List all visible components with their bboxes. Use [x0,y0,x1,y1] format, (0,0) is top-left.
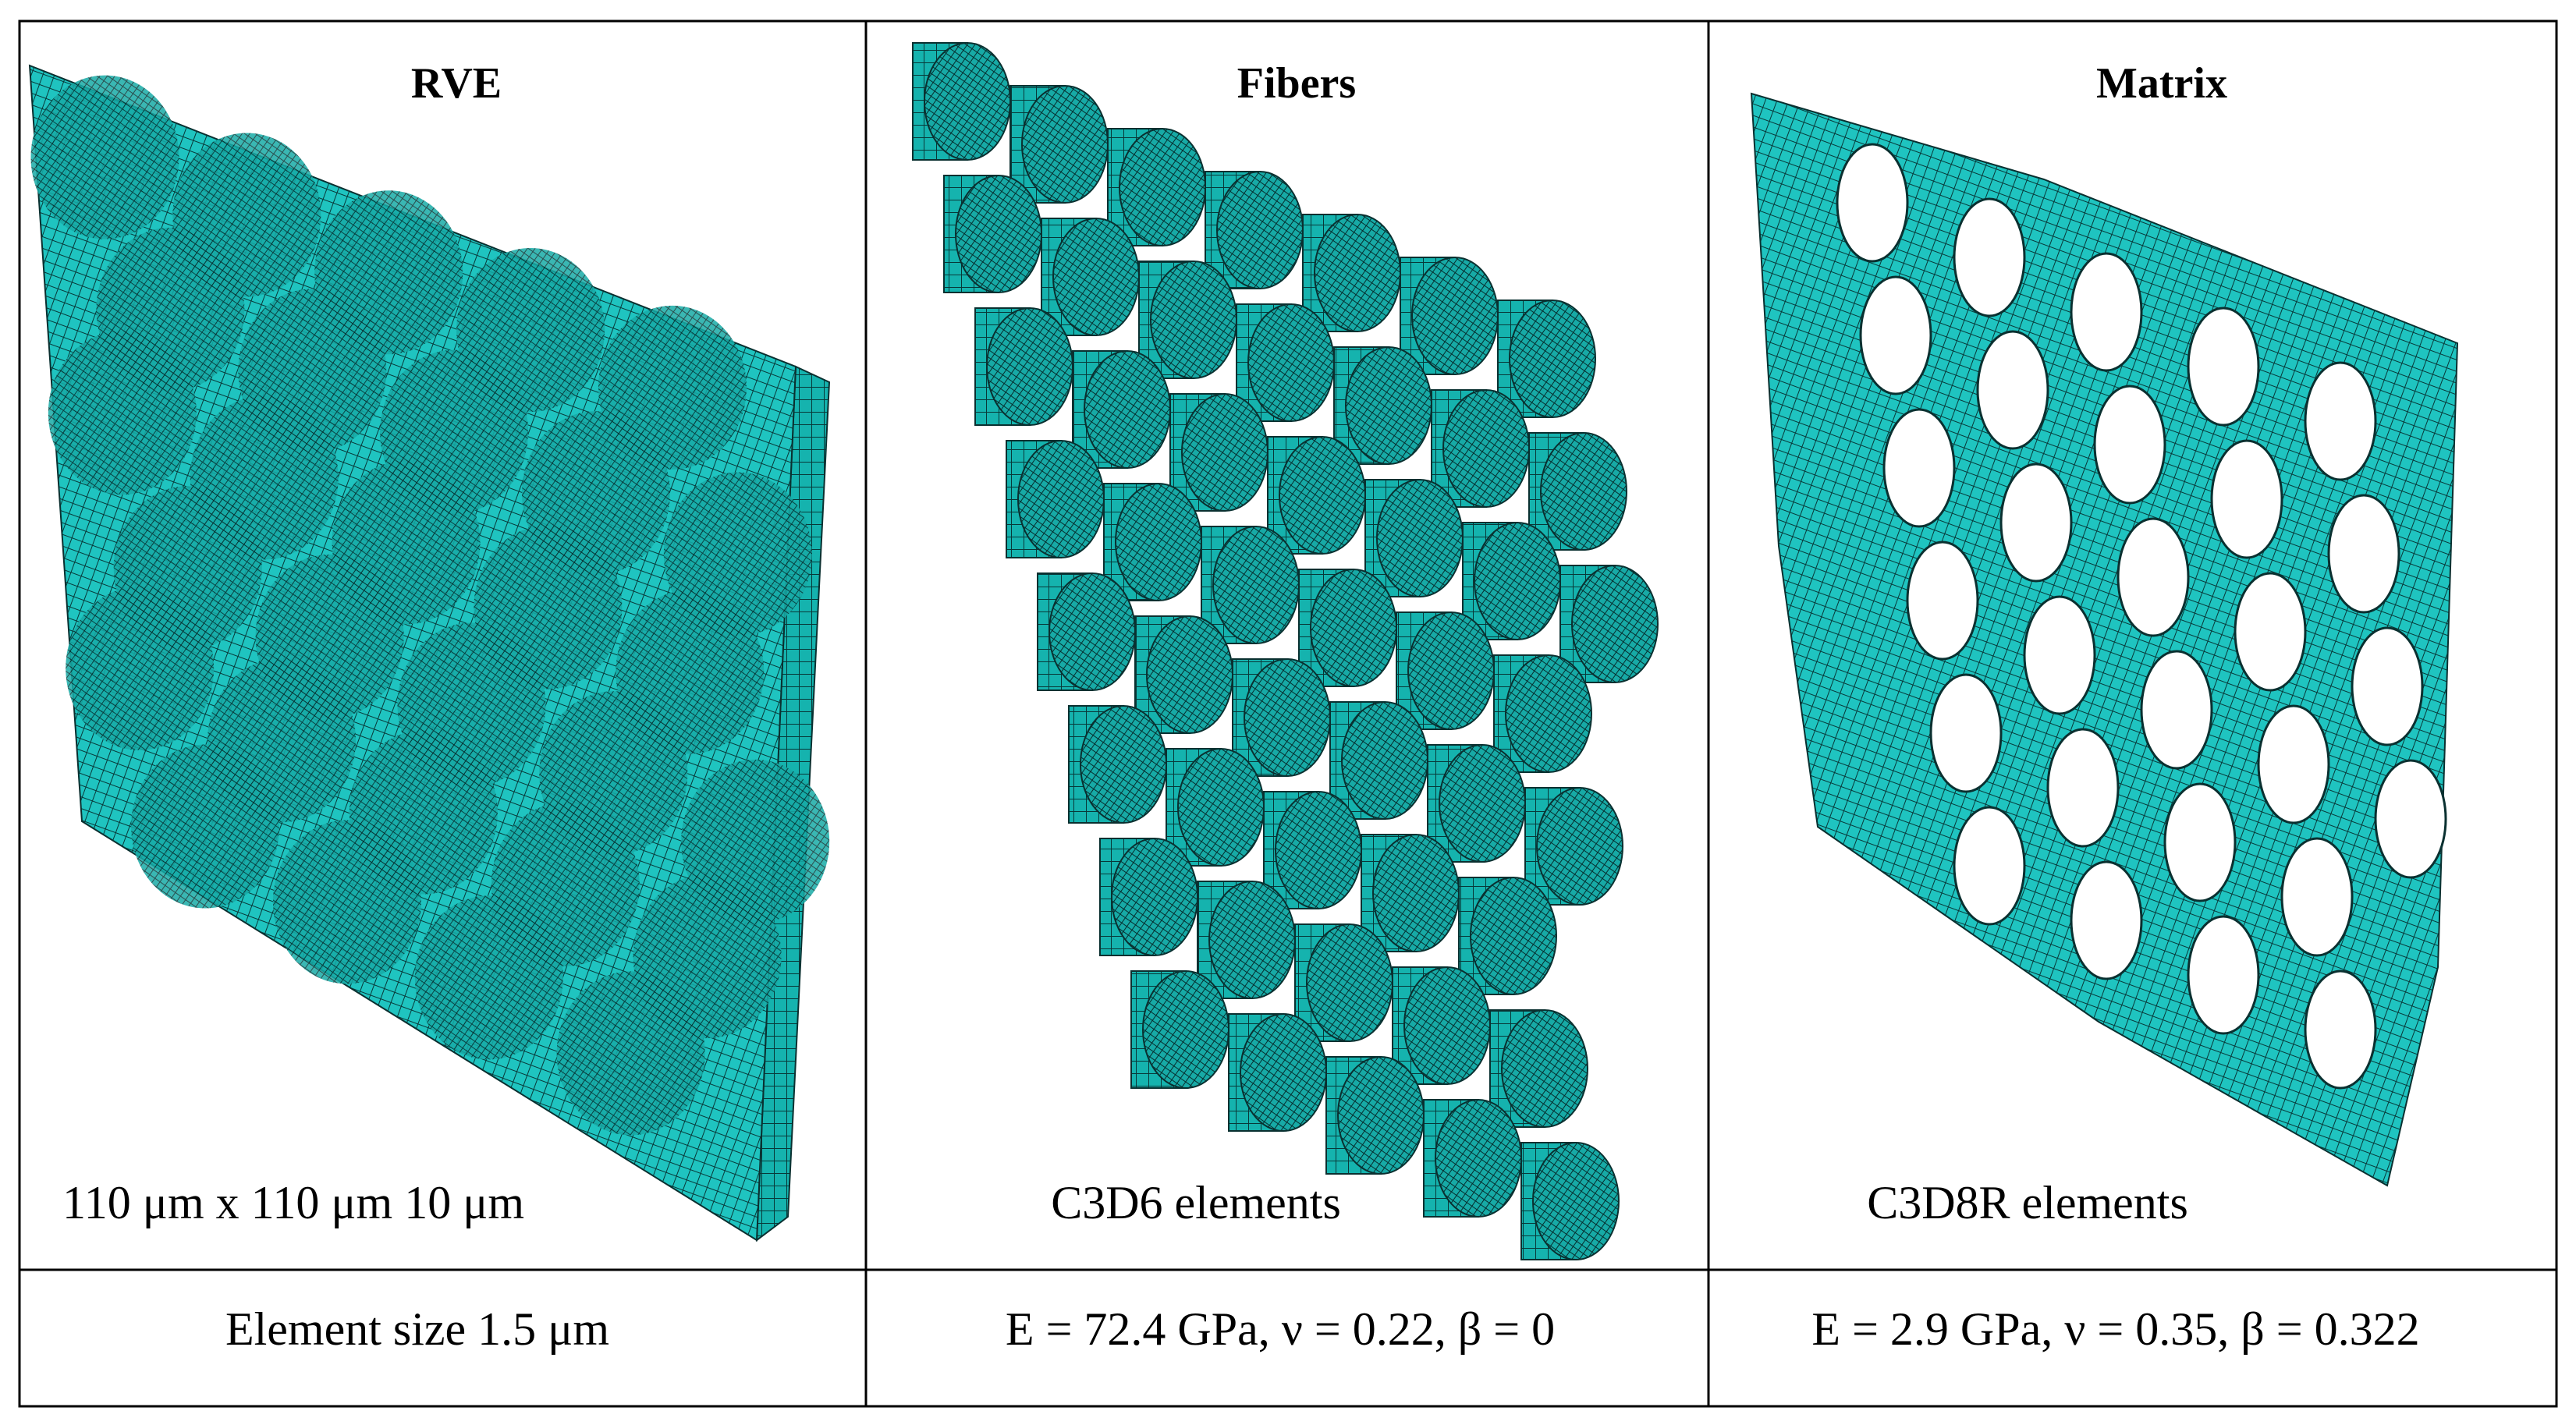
footer-cell: Element size 1.5 μm [225,1303,609,1355]
matrix-hole [2093,385,2166,505]
fiber-end [1146,615,1233,734]
fiber-end [1115,483,1202,601]
fiber-end [1345,346,1432,465]
matrix-hole [1836,143,1909,263]
fiber-end [1540,432,1627,551]
fiber-end [1021,85,1109,204]
fiber-end [1240,1013,1327,1132]
caption: C3D8R elements [1867,1177,2188,1228]
caption: 110 μm x 110 μm 10 μm [62,1177,524,1228]
matrix-hole [2304,361,2377,481]
fiber-end [1247,303,1335,422]
fiber-end [1275,791,1362,909]
fiber-end [1509,300,1596,418]
matrix-hole [1929,673,2003,793]
footer-cell: E = 72.4 GPa, ν = 0.22, β = 0 [1006,1303,1555,1355]
fiber-end [986,307,1073,426]
matrix-hole [1976,330,2049,450]
matrix-hole [2163,782,2237,902]
matrix-hole [1882,408,1956,528]
matrix-hole [2234,572,2307,692]
matrix-hole [2374,759,2447,879]
fiber-end [1411,257,1499,375]
matrix-hole [2140,650,2213,770]
fiber-end [1150,261,1237,379]
fiber-section [66,586,215,750]
matrix-hole [2257,704,2330,824]
fiber-end [1407,611,1495,730]
matrix-hole [2023,595,2096,715]
matrix-hole [2210,439,2283,559]
matrix-hole [2327,494,2400,614]
rve-mesh [28,64,831,1242]
fiber-end [1341,701,1428,820]
fiber-section [414,895,563,1060]
fiber-end [1052,218,1140,336]
fiber-end [1080,705,1167,824]
fiber-section [48,331,197,495]
fiber-end [1435,1099,1522,1218]
matrix-hole [1953,806,2026,926]
caption: C3D6 elements [1051,1177,1341,1228]
fiber-end [1474,522,1561,640]
fiber-end [1279,436,1366,555]
fiber-end [1181,393,1268,512]
fiber-end [1439,744,1526,863]
fiber-end [1536,787,1623,906]
column-header: Matrix [2096,59,2227,108]
fiber-end [1505,654,1592,773]
fiber-section [272,820,421,984]
fiber-end [1376,479,1464,597]
fiber-section [131,744,280,909]
fiber-end [1119,128,1206,246]
matrix-hole [2280,837,2354,957]
fiber-end [1403,966,1491,1085]
fiber-end [1310,569,1397,687]
fiber-end [1306,923,1393,1042]
fiber-end [1216,171,1304,289]
fiber-end [1084,350,1171,469]
matrix-hole [2187,915,2260,1035]
fiber-end [1048,572,1136,691]
column-header: Fibers [1237,59,1356,108]
fibers-mesh [912,42,1659,1260]
fiber-end [1372,834,1460,952]
fiber-section [556,971,705,1136]
matrix-hole [1999,463,2073,583]
matrix-hole [2187,307,2260,427]
fiber-end [1177,748,1265,867]
matrix-hole [2351,626,2424,746]
matrix-hole [1953,197,2026,317]
fiber-end [1244,658,1331,777]
column-header: RVE [411,59,502,108]
fiber-end [1212,526,1300,644]
matrix-hole [1906,541,1979,661]
fiber-section [30,75,179,239]
fiber-end [1314,214,1401,332]
matrix-hole [2304,969,2377,1090]
fiber-end [955,175,1042,293]
fiber-end [1442,389,1530,508]
footer-cell: E = 2.9 GPa, ν = 0.35, β = 0.322 [1811,1303,2419,1355]
fiber-end [924,42,1011,161]
matrix-mesh [1750,92,2459,1187]
fiber-end [1208,881,1296,999]
matrix-hole [1859,275,1932,395]
matrix-hole [2070,860,2143,980]
fiber-end [1532,1142,1620,1260]
fiber-end [1142,970,1229,1089]
matrix-hole [2117,517,2190,637]
table-frame [18,19,2558,1408]
fiber-end [1017,440,1105,558]
fiber-end [1470,877,1557,995]
fiber-end [1337,1056,1425,1175]
fiber-end [1111,838,1198,956]
matrix-hole [2070,252,2143,372]
fiber-end [1571,565,1659,683]
matrix-hole [2046,728,2120,848]
fiber-end [1501,1009,1588,1128]
